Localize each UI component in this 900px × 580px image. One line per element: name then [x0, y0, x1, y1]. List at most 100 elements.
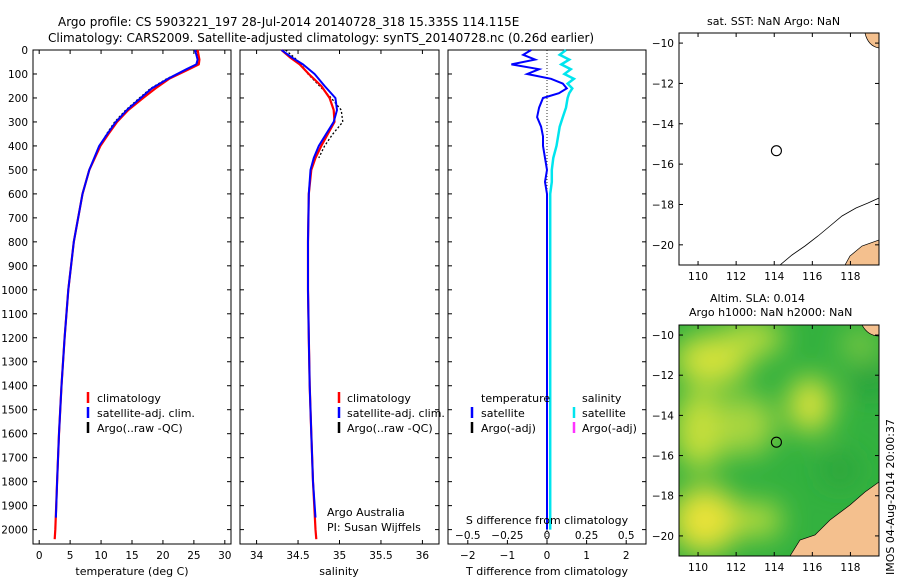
map-y-tick-label: −20: [652, 531, 674, 543]
salinity-xlabel: salinity: [319, 565, 359, 578]
map-x-tick-label: 116: [802, 271, 822, 283]
temperature-difference-line: [511, 49, 569, 530]
salinity-legend-argo: Argo(..raw -QC): [347, 422, 433, 435]
depth-tick-label: 100: [8, 69, 28, 81]
map-y-tick-label: −10: [652, 330, 674, 342]
depth-tick-label: 1700: [1, 453, 28, 465]
x-tick-label: 30: [218, 550, 231, 562]
depth-tick-label: 1200: [1, 333, 28, 345]
temperature-legend-climatology: climatology: [97, 392, 161, 405]
x-tick-label: 10: [94, 550, 107, 562]
diff-top-tick-label: −0.5: [455, 530, 481, 542]
difference-legend-s-satellite: satellite: [582, 407, 626, 420]
depth-tick-label: 300: [8, 117, 28, 129]
float-position-marker: [770, 145, 782, 157]
imos-timestamp: IMOS 04-Aug-2014 20:00:37: [884, 419, 897, 575]
difference-legend-temperature-title: temperature: [481, 392, 550, 405]
salinity-difference-line: [548, 49, 577, 530]
salinity-axes: [239, 49, 440, 545]
depth-tick-label: 700: [8, 213, 28, 225]
map-x-tick-label: 112: [726, 562, 746, 574]
float-position-marker: [770, 436, 782, 448]
sla-map-axes: [678, 324, 880, 557]
map-y-tick-label: −12: [652, 370, 674, 382]
map-x-tick-label: 114: [764, 562, 784, 574]
x-tick-label: 15: [125, 550, 138, 562]
map-y-tick-label: −10: [652, 38, 674, 50]
argo-profile-line: [93, 49, 199, 159]
sla-map-title-1: Altim. SLA: 0.014: [710, 292, 805, 305]
diff-top-tick-label: 0.5: [618, 530, 635, 542]
map-y-tick-label: −20: [652, 240, 674, 252]
depth-tick-label: 200: [8, 93, 28, 105]
temperature-xlabel: temperature (deg C): [75, 565, 188, 578]
difference-legend: temperature satellite Argo(-adj) salinit…: [470, 392, 637, 435]
map-x-tick-label: 110: [688, 271, 708, 283]
diff-top-tick-label: −0.25: [491, 530, 523, 542]
depth-tick-label: 2000: [1, 525, 28, 537]
map-y-tick-label: −18: [652, 199, 674, 211]
map-y-tick-label: −14: [652, 410, 674, 422]
diff-x-tick-label: −2: [460, 550, 475, 562]
tick-layer: 0100200300400500600700800900100011001200…: [1, 33, 879, 574]
map-x-tick-label: 114: [764, 271, 784, 283]
depth-tick-label: 500: [8, 165, 28, 177]
x-tick-label: 34: [250, 550, 264, 562]
difference-xlabel-top: S difference from climatology: [466, 514, 629, 527]
map-y-tick-label: −12: [652, 78, 674, 90]
difference-legend-s-argo: Argo(-adj): [582, 422, 637, 435]
map-x-tick-label: 118: [840, 562, 860, 574]
map-x-tick-label: 118: [840, 271, 860, 283]
temperature-legend-argo: Argo(..raw -QC): [97, 422, 183, 435]
pi-label: PI: Susan Wijffels: [327, 521, 421, 534]
temperature-axes: [32, 49, 232, 545]
map-x-tick-label: 112: [726, 271, 746, 283]
diff-top-tick-label: 0.25: [575, 530, 598, 542]
sla-heatmap: [679, 325, 879, 556]
sla-map-title-2: Argo h1000: NaN h2000: NaN: [689, 306, 852, 319]
depth-tick-label: 400: [8, 141, 28, 153]
argo-australia-label: Argo Australia: [327, 506, 405, 519]
diff-x-tick-label: 2: [623, 550, 630, 562]
x-tick-label: 36: [416, 550, 430, 562]
satellite-clim-line: [54, 49, 199, 518]
series-layer: [53, 49, 782, 544]
salinity-legend: climatology satellite-adj. clim. Argo(..…: [337, 392, 445, 435]
difference-legend-t-argo: Argo(-adj): [481, 422, 536, 435]
x-tick-label: 35: [333, 550, 346, 562]
header-line-1: Argo profile: CS 5903221_197 28-Jul-2014…: [58, 15, 519, 29]
depth-tick-label: 1500: [1, 405, 28, 417]
map-x-tick-label: 116: [802, 562, 822, 574]
depth-tick-label: 1400: [1, 381, 28, 393]
map-y-tick-label: −16: [652, 451, 674, 463]
diff-x-tick-label: −1: [500, 550, 515, 562]
depth-tick-label: 800: [8, 237, 28, 249]
x-tick-label: 0: [36, 550, 43, 562]
x-tick-label: 35.5: [369, 550, 392, 562]
temperature-legend: climatology satellite-adj. clim. Argo(..…: [86, 392, 195, 435]
temperature-legend-satellite: satellite-adj. clim.: [97, 407, 195, 420]
depth-tick-label: 1000: [1, 285, 28, 297]
difference-legend-salinity-title: salinity: [582, 392, 622, 405]
header-line-2: Climatology: CARS2009. Satellite-adjuste…: [48, 31, 594, 45]
map-y-tick-label: −16: [652, 159, 674, 171]
depth-tick-label: 600: [8, 189, 28, 201]
diff-x-tick-label: 0: [544, 550, 551, 562]
depth-tick-label: 900: [8, 261, 28, 273]
x-tick-label: 5: [67, 550, 74, 562]
x-tick-label: 20: [156, 550, 169, 562]
depth-tick-label: 0: [21, 45, 28, 57]
x-tick-label: 34.5: [286, 550, 309, 562]
map-x-tick-label: 110: [688, 562, 708, 574]
map-y-tick-label: −14: [652, 119, 674, 131]
map-y-tick-label: −18: [652, 491, 674, 503]
difference-xlabel-bottom: T difference from climatology: [465, 565, 628, 578]
depth-tick-label: 1100: [1, 309, 28, 321]
salinity-legend-climatology: climatology: [347, 392, 411, 405]
argo-profile-line: [285, 49, 344, 159]
sst-map-axes: [678, 32, 880, 266]
difference-legend-t-satellite: satellite: [481, 407, 525, 420]
x-tick-label: 25: [187, 550, 200, 562]
diff-x-tick-label: 1: [583, 550, 590, 562]
